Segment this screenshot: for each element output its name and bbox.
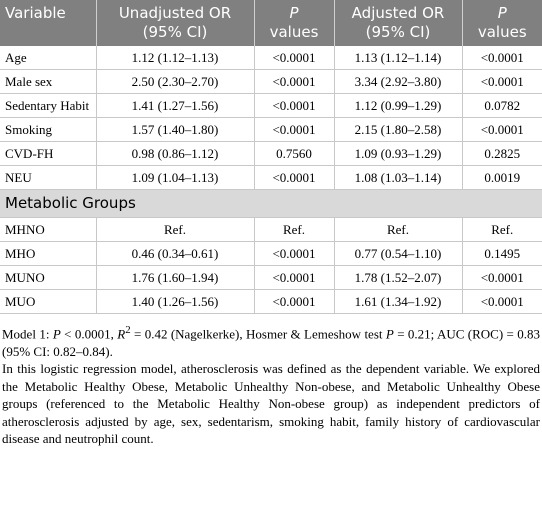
value-cell: 1.09 (1.04–1.13) [96,165,255,190]
variable-cell: MUNO [0,265,97,290]
value-cell: 0.0782 [462,93,542,118]
table-row: Sedentary Habit 1.41 (1.27–1.56) <0.0001 1.… [0,93,542,118]
table-body: Age 1.12 (1.12–1.13) <0.0001 1.13 (1.12–1.1… [0,46,542,314]
value-cell: 0.0019 [462,165,542,190]
value-cell: 1.41 (1.27–1.56) [96,93,255,118]
value-cell: 0.1495 [462,241,542,266]
value-cell: 1.78 (1.52–2.07) [334,265,463,290]
value-cell: <0.0001 [462,265,542,290]
table-row: MUNO 1.76 (1.60–1.94) <0.0001 1.78 (1.52–2.… [0,265,542,290]
note-text: P [52,326,61,342]
header-text: values [269,23,319,41]
variable-cell: MHO [0,241,97,266]
header-text: P [289,4,299,22]
value-cell: <0.0001 [254,117,335,142]
note-text: R [117,326,126,342]
table-row: Age 1.12 (1.12–1.13) <0.0001 1.13 (1.12–1.1… [0,46,542,70]
note-text: < 0.0001, [60,326,118,342]
value-cell: 1.12 (0.99–1.29) [334,93,463,118]
value-cell: 2.50 (2.30–2.70) [96,69,255,94]
table-row: CVD-FH 0.98 (0.86–1.12) 0.7560 1.09 (0.93–1… [0,141,542,166]
value-cell: 1.40 (1.26–1.56) [96,289,255,314]
note-text: P [385,326,394,342]
header-cell: Adjusted OR (95% CI) [334,0,463,46]
note-text: = 0.21; AUC (ROC) = 0.83 (95% CI: 0.82–0… [2,326,540,359]
value-cell: 3.34 (2.92–3.80) [334,69,463,94]
value-cell: 0.77 (0.54–1.10) [334,241,463,266]
value-cell: 1.09 (0.93–1.29) [334,141,463,166]
value-cell: Ref. [254,217,335,242]
value-cell: <0.0001 [254,265,335,290]
variable-cell: Sedentary Habit [0,93,97,118]
model-note: Model 1: P < 0.0001, R2 = 0.42 (Nagelker… [2,322,540,360]
header-text: Unadjusted OR (95% CI) [118,4,232,41]
value-cell: <0.0001 [462,289,542,314]
table-row: MHNO Ref. Ref. Ref. Ref. [0,217,542,242]
note-text: Model 1: [2,326,53,342]
description-note: In this logistic regression model, ather… [2,361,540,447]
note-text: 2 [125,324,131,336]
table-row: MUO 1.40 (1.26–1.56) <0.0001 1.61 (1.34–1.9… [0,289,542,314]
value-cell: 1.61 (1.34–1.92) [334,289,463,314]
variable-cell: Male sex [0,69,97,94]
table-row: MHO 0.46 (0.34–0.61) <0.0001 0.77 (0.54–1.1… [0,241,542,266]
variable-cell: Smoking [0,117,97,142]
table-row: Smoking 1.57 (1.40–1.80) <0.0001 2.15 (1.80… [0,117,542,142]
value-cell: <0.0001 [254,93,335,118]
value-cell: Ref. [462,217,542,242]
value-cell: 1.57 (1.40–1.80) [96,117,255,142]
value-cell: <0.0001 [462,69,542,94]
header-cell: Unadjusted OR (95% CI) [96,0,255,46]
value-cell: 0.7560 [254,141,335,166]
footnote: Model 1: P < 0.0001, R2 = 0.42 (Nagelker… [0,314,542,448]
value-cell: <0.0001 [462,46,542,70]
value-cell: 1.08 (1.03–1.14) [334,165,463,190]
note-text: = 0.42 (Nagelkerke), Hosmer & Lemeshow t… [130,326,386,342]
variable-cell: MUO [0,289,97,314]
value-cell: Ref. [96,217,255,242]
header-text: values [477,23,527,41]
value-cell: <0.0001 [254,46,335,70]
section-row: Metabolic Groups [0,189,542,218]
section-cell: Metabolic Groups [0,189,542,218]
variable-cell: MHNO [0,217,97,242]
variable-cell: CVD-FH [0,141,97,166]
value-cell: 2.15 (1.80–2.58) [334,117,463,142]
header-text: P [497,4,507,22]
value-cell: 1.12 (1.12–1.13) [96,46,255,70]
value-cell: <0.0001 [462,117,542,142]
value-cell: Ref. [334,217,463,242]
value-cell: 0.98 (0.86–1.12) [96,141,255,166]
header-text: Variable [5,4,66,22]
header-cell: Variable [0,0,97,46]
variable-cell: Age [0,46,97,70]
value-cell: <0.0001 [254,165,335,190]
header-text: Adjusted OR (95% CI) [351,4,445,41]
value-cell: 1.76 (1.60–1.94) [96,265,255,290]
table-row: Male sex 2.50 (2.30–2.70) <0.0001 3.34 (2.9… [0,69,542,94]
value-cell: <0.0001 [254,69,335,94]
value-cell: 0.46 (0.34–0.61) [96,241,255,266]
value-cell: <0.0001 [254,289,335,314]
value-cell: 0.2825 [462,141,542,166]
value-cell: 1.13 (1.12–1.14) [334,46,463,70]
table-row: NEU 1.09 (1.04–1.13) <0.0001 1.08 (1.03–1.1… [0,165,542,190]
value-cell: <0.0001 [254,241,335,266]
variable-cell: NEU [0,165,97,190]
